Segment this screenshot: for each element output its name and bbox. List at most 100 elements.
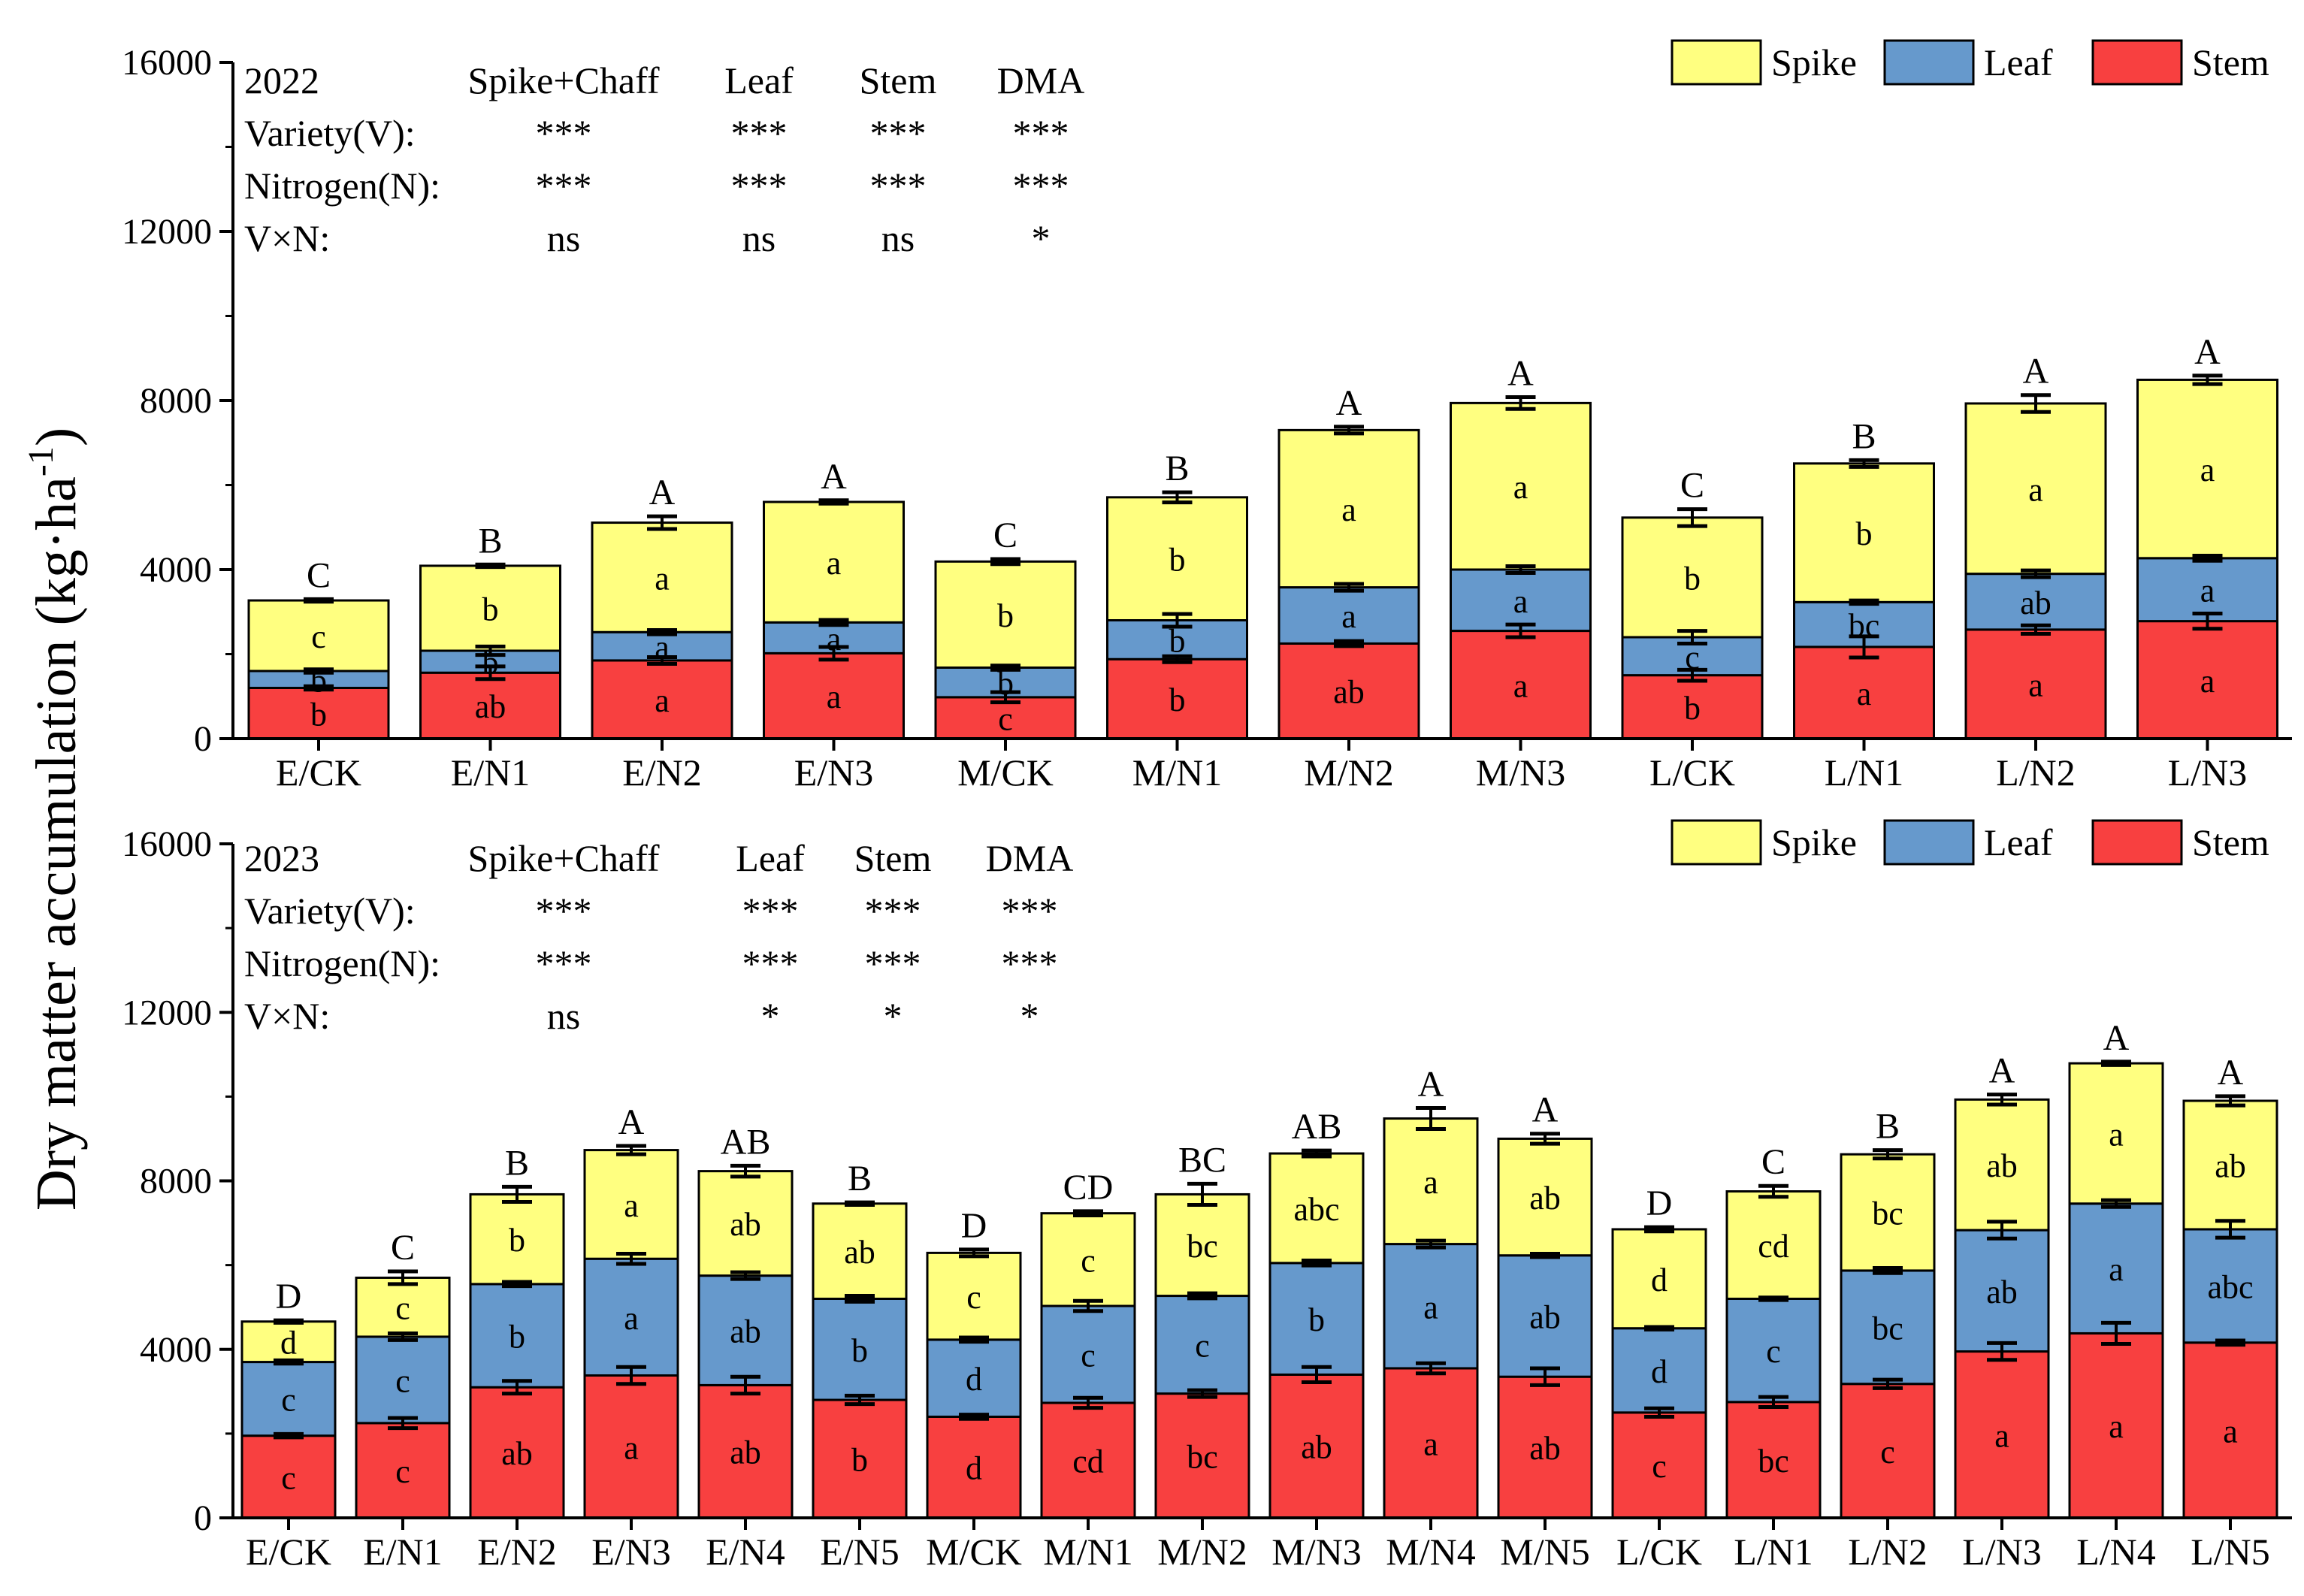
error-bar xyxy=(1505,622,1536,639)
bar-spike xyxy=(1106,496,1248,621)
bar-spike xyxy=(419,564,561,652)
sig-letter-spike: c xyxy=(311,618,326,655)
sig-letter-total: A xyxy=(821,457,847,497)
stats-cell: *** xyxy=(536,942,592,984)
y-axis-title-close: ) xyxy=(25,428,88,446)
error-bar xyxy=(1162,490,1193,505)
bar-stem xyxy=(1497,1375,1593,1519)
sig-letter-total: BC xyxy=(1178,1140,1226,1180)
error-bar xyxy=(1644,1406,1674,1419)
stats-row-label: Variety(V): xyxy=(244,112,416,154)
sig-letter-leaf: a xyxy=(2200,573,2215,609)
bar-leaf xyxy=(926,1338,1022,1418)
error-bar xyxy=(647,627,677,636)
x-tick-label: L/N1 xyxy=(1825,751,1904,793)
stats-cell: *** xyxy=(731,112,788,154)
x-tick-label: E/N1 xyxy=(363,1531,443,1573)
bar-stem xyxy=(763,651,905,740)
bar-spike xyxy=(763,500,905,624)
sig-letter-leaf: b xyxy=(482,645,499,682)
sig-letter-spike: ab xyxy=(844,1234,875,1271)
error-bar xyxy=(1416,1361,1446,1376)
x-tick-label: M/N1 xyxy=(1043,1531,1132,1573)
bar-spike xyxy=(469,1192,565,1286)
sig-letter-leaf: a xyxy=(2109,1251,2124,1288)
legend: Spike Leaf Stem xyxy=(1671,819,2269,866)
error-bar xyxy=(2021,568,2051,579)
sig-letter-spike: a xyxy=(2200,452,2215,488)
sig-letter-stem: c xyxy=(1880,1434,1895,1471)
sig-letter-spike: a xyxy=(2028,471,2043,508)
error-bar xyxy=(1334,639,1364,648)
bar-spike xyxy=(1497,1137,1593,1257)
bar-spike xyxy=(591,521,733,633)
error-bar xyxy=(475,664,506,682)
sig-letter-spike: c xyxy=(395,1290,410,1327)
bar-leaf xyxy=(1840,1269,1936,1386)
sig-letter-spike: ab xyxy=(2215,1147,2246,1184)
sig-letter-total: C xyxy=(993,515,1017,555)
x-tick-label: E/CK xyxy=(276,751,361,793)
stats-cell: *** xyxy=(1002,942,1058,984)
chart-panel-2022: 0400080001200016000bbcCE/CKabbbBE/N1aaaA… xyxy=(122,39,2292,793)
sig-letter-stem: a xyxy=(655,682,670,719)
bar-stem xyxy=(240,1434,337,1519)
stats-cell: *** xyxy=(536,165,592,207)
error-bar xyxy=(1530,1251,1560,1259)
stats-row-label: V×N: xyxy=(244,217,330,259)
x-tick-label: L/N3 xyxy=(1962,1531,2042,1573)
error-bar xyxy=(959,1413,989,1421)
sig-letter-stem: a xyxy=(2223,1413,2238,1449)
x-tick-label: L/N4 xyxy=(2076,1531,2156,1573)
sig-letter-spike: ab xyxy=(1529,1180,1561,1217)
legend-label-leaf: Leaf xyxy=(1984,821,2053,863)
sig-letter-spike: a xyxy=(655,560,670,597)
sig-letter-spike: bc xyxy=(1872,1195,1903,1232)
sig-letter-spike: bc xyxy=(1187,1228,1218,1265)
sig-letter-spike: a xyxy=(827,545,842,582)
sig-letter-stem: c xyxy=(395,1453,410,1490)
error-bar xyxy=(2101,1198,2131,1209)
error-bar xyxy=(388,1416,418,1431)
bar-spike xyxy=(1383,1117,1479,1246)
x-tick-label: L/N2 xyxy=(1996,751,2076,793)
bar-stem xyxy=(1268,1373,1365,1519)
bar-spike xyxy=(1840,1153,1936,1272)
sig-letter-total: C xyxy=(391,1228,415,1268)
sig-letter-stem: c xyxy=(1652,1448,1667,1485)
x-tick-label: L/N1 xyxy=(1734,1531,1813,1573)
bar-leaf xyxy=(2182,1228,2278,1344)
sig-letter-stem: a xyxy=(827,679,842,715)
y-tick-label: 4000 xyxy=(140,550,212,590)
error-bar xyxy=(1505,564,1536,575)
sig-letter-stem: bc xyxy=(1758,1443,1789,1480)
error-bar xyxy=(1677,667,1707,683)
sig-letter-total: A xyxy=(649,473,676,512)
stats-row-label: V×N: xyxy=(244,995,330,1037)
legend-label-spike: Spike xyxy=(1771,821,1857,863)
sig-letter-spike: c xyxy=(1081,1242,1096,1279)
sig-letter-total: B xyxy=(1852,416,1876,456)
y-tick-label: 0 xyxy=(194,719,212,759)
stats-cell: *** xyxy=(536,112,592,154)
error-bar xyxy=(475,562,506,570)
sig-letter-stem: a xyxy=(2028,667,2043,703)
error-bar xyxy=(1987,1341,2017,1362)
y-axis-title: Dry matter accumulation (kg·ha-1) xyxy=(21,428,88,1211)
sig-letter-leaf: d xyxy=(966,1361,982,1398)
bar-stem xyxy=(1840,1383,1936,1519)
stats-cell: *** xyxy=(1013,112,1069,154)
sig-letter-leaf: d xyxy=(1651,1353,1668,1390)
sig-letter-leaf: ab xyxy=(1986,1274,2018,1310)
error-bar xyxy=(1758,1183,1788,1199)
x-tick-label: E/CK xyxy=(246,1531,331,1573)
bar-spike xyxy=(926,1251,1022,1341)
error-bar xyxy=(1677,629,1707,645)
sig-letter-stem: a xyxy=(2200,663,2215,700)
x-tick-label: M/CK xyxy=(926,1531,1022,1573)
error-bar xyxy=(845,1393,875,1407)
sig-letter-leaf: a xyxy=(655,629,670,666)
stats-cell: *** xyxy=(731,165,788,207)
error-bar xyxy=(1873,1148,1903,1161)
